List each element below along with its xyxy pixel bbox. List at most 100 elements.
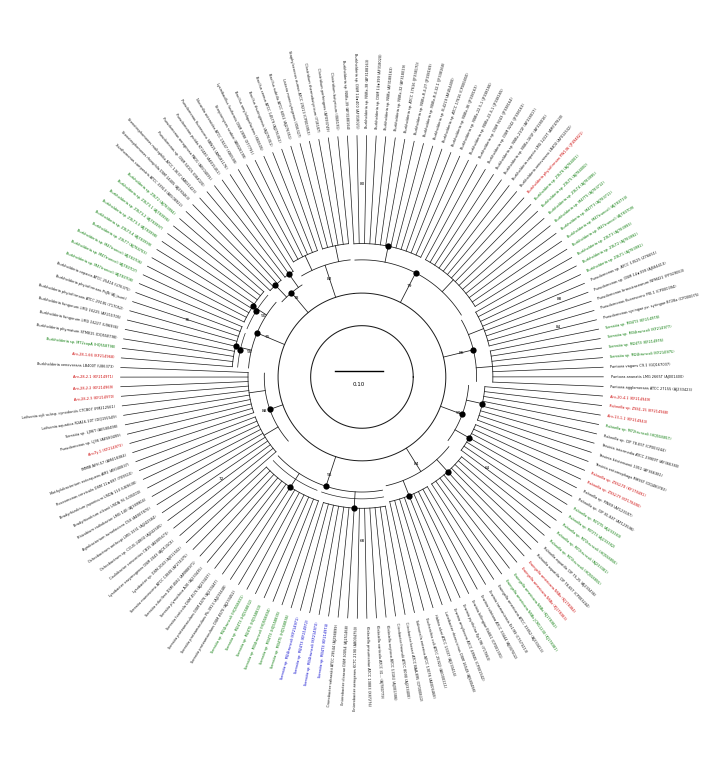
Text: Burkholderia sp. M47truncoli (AJ783709): Burkholderia sp. M47truncoli (AJ783709) bbox=[572, 205, 635, 247]
Text: 90: 90 bbox=[261, 314, 266, 318]
Text: Burkholderia sp. M47truncoli (AJ783708): Burkholderia sp. M47truncoli (AJ783708) bbox=[65, 251, 134, 283]
Text: Pseudomonas sp. DSM 50106 (D84020): Pseudomonas sp. DSM 50106 (D84020) bbox=[155, 131, 204, 188]
Text: Arv-28-1.66 (KF214968): Arv-28-1.66 (KF214968) bbox=[71, 352, 114, 359]
Text: Arv-28-2.2 (KF214969): Arv-28-2.2 (KF214969) bbox=[73, 385, 113, 391]
Text: Leifsonia aquatica R2A16-10T (DQ191549): Leifsonia aquatica R2A16-10T (DQ191549) bbox=[41, 414, 117, 430]
Text: Serratia proteamaculans Pb-3913 (AJ233448): Serratia proteamaculans Pb-3913 (AJ23344… bbox=[181, 584, 228, 654]
Text: 68: 68 bbox=[360, 539, 365, 543]
Text: Burkholderia sp. NSBx-32 (AF318019): Burkholderia sp. NSBx-32 (AF318019) bbox=[394, 64, 407, 131]
Text: Burkholderia sp. M72copA (HQ558798): Burkholderia sp. M72copA (HQ558798) bbox=[46, 337, 116, 349]
Text: Burkholderia sp. NSBx-22.4-1 (JF338165): Burkholderia sp. NSBx-22.4-1 (JF338165) bbox=[470, 88, 505, 155]
Text: Burkholderia sp. ZIS-T2 (AJ783992): Burkholderia sp. ZIS-T2 (AJ783992) bbox=[582, 232, 638, 264]
Text: Serratia sp. M34T5 (HQ558836): Serratia sp. M34T5 (HQ558836) bbox=[271, 614, 291, 669]
Text: Pantoea ananatis LMG 2665T (AJ001400): Pantoea ananatis LMG 2665T (AJ001400) bbox=[611, 375, 683, 379]
Text: 78: 78 bbox=[293, 296, 299, 300]
Text: Citrobacter koseri ATCC BAA-895 (CP000822): Citrobacter koseri ATCC BAA-895 (CP00082… bbox=[404, 621, 422, 701]
Text: Cronobacter sakazakii ATCC 29544 (AJ298899): Cronobacter sakazakii ATCC 29544 (AJ2988… bbox=[327, 624, 339, 707]
Text: Rahnella sp. M72truncoli (AJ233381): Rahnella sp. M72truncoli (AJ233381) bbox=[554, 531, 608, 574]
Text: Lysinibacillus fusiformis DSM 2898 (X77791): Lysinibacillus fusiformis DSM 2898 (X777… bbox=[215, 82, 254, 155]
Text: 88: 88 bbox=[557, 296, 562, 301]
Text: Enterobacter cloacae DSM 30054 (AJ251468): Enterobacter cloacae DSM 30054 (AJ251468… bbox=[341, 625, 349, 705]
Text: Rahnella sp. PW89 (AF123597): Rahnella sp. PW89 (AF123597) bbox=[582, 489, 632, 518]
Text: Clostridium perfringens (AF093749): Clostridium perfringens (AF093749) bbox=[316, 67, 329, 131]
Text: Salmonella enterica ATCC 13076 (AE006468): Salmonella enterica ATCC 13076 (AE006468… bbox=[414, 619, 435, 698]
Text: Serratia sp. M24T3 (KF214972): Serratia sp. M24T3 (KF214972) bbox=[295, 619, 310, 674]
Text: Serratia sp. M24truncoli (HQ558831): Serratia sp. M24truncoli (HQ558831) bbox=[211, 594, 245, 654]
Text: 84: 84 bbox=[556, 325, 561, 329]
Text: Serratia plymuthica A30 (AJ233435): Serratia plymuthica A30 (AJ233435) bbox=[160, 567, 204, 618]
Text: Klebsiella oxytoca ATCC 13182 (AJ301386): Klebsiella oxytoca ATCC 13182 (AJ301386) bbox=[385, 624, 396, 699]
Text: Ewingella americana NSBx (KJ178382): Ewingella americana NSBx (KJ178382) bbox=[512, 573, 557, 629]
Text: Burkholderia sp. ZIS-T1 (AJ783991): Burkholderia sp. ZIS-T1 (AJ783991) bbox=[586, 244, 644, 273]
Text: Burkholderia phytofirmans ATCC 29195 (Y17052): Burkholderia phytofirmans ATCC 29195 (Y1… bbox=[38, 283, 123, 311]
Text: Serratia proteamaculans DSM 4670 (AJ233452): Serratia proteamaculans DSM 4670 (AJ2334… bbox=[191, 590, 237, 664]
Text: Serratia sp. M24T3 (KF214976): Serratia sp. M24T3 (KF214976) bbox=[609, 339, 664, 349]
Text: Bradyrhizobium japonicum USDA 110 (U69638): Bradyrhizobium japonicum USDA 110 (U6963… bbox=[59, 480, 138, 520]
Text: Burkholderia sp. ZIS-T6 (AJ784001): Burkholderia sp. ZIS-T6 (AJ784001) bbox=[534, 154, 580, 201]
Text: Arv-13-1.1 (KF214943): Arv-13-1.1 (KF214943) bbox=[607, 414, 648, 424]
Text: Pantoea agglomerans ATCC 27155 (AJ233423): Pantoea agglomerans ATCC 27155 (AJ233423… bbox=[610, 385, 692, 392]
Text: Rahnella sp. M72T3 (AJ233382): Rahnella sp. M72T3 (AJ233382) bbox=[567, 515, 614, 549]
Text: Burkholderia sp. M47T5 (AJ783712): Burkholderia sp. M47T5 (AJ783712) bbox=[554, 180, 606, 223]
Text: 80: 80 bbox=[360, 182, 365, 186]
Text: Burkholderia sp. B-4219 (AF454400): Burkholderia sp. B-4219 (AF454400) bbox=[433, 77, 456, 140]
Text: Ewingella americana NSBx (KJ178383): Ewingella americana NSBx (KJ178383) bbox=[520, 566, 567, 621]
Text: Clostridium butyricum (X68191): Clostridium butyricum (X68191) bbox=[329, 72, 339, 129]
Text: Pseudomonas aeruginosa PAO1 (AE004091): Pseudomonas aeruginosa PAO1 (AE004091) bbox=[161, 117, 212, 182]
Text: Serratia sp. M34truncoli (KF214977): Serratia sp. M34truncoli (KF214977) bbox=[607, 326, 671, 339]
Text: Serratia sp. M24T5 (HQ558833): Serratia sp. M24T5 (HQ558833) bbox=[237, 604, 263, 656]
Text: Klebsiella pneumoniae ATCC 13883 (X87276): Klebsiella pneumoniae ATCC 13883 (X87276… bbox=[365, 626, 370, 705]
Text: Luteibacter rhizovicinus DSM 16549 (AJ580498): Luteibacter rhizovicinus DSM 16549 (AJ58… bbox=[443, 611, 474, 692]
Text: Burkholderia sp. NSBx (AF3188163): Burkholderia sp. NSBx (AF3188163) bbox=[385, 66, 395, 129]
Text: Burkholderia sp. ZIS-T3 (AJ783993): Burkholderia sp. ZIS-T3 (AJ783993) bbox=[577, 221, 632, 256]
Text: Rahnella sp. M72truncoli (HQ558855): Rahnella sp. M72truncoli (HQ558855) bbox=[548, 538, 601, 585]
Text: Rahnella sp. ZSS2-TE (KF178491): Rahnella sp. ZSS2-TE (KF178491) bbox=[591, 471, 646, 498]
Text: Bradyrhizobium elkanii USDA 76 (U35000): Bradyrhizobium elkanii USDA 76 (U35000) bbox=[74, 489, 142, 528]
Text: IMMIB AFH-57 (AM418384): IMMIB AFH-57 (AM418384) bbox=[81, 453, 126, 472]
Text: Listeria monocytogenes (X56327): Listeria monocytogenes (X56327) bbox=[281, 77, 300, 137]
Text: Pseudomonas sp. DSM 14♦399 (AJ584413): Pseudomonas sp. DSM 14♦399 (AJ584413) bbox=[594, 261, 667, 292]
Text: Methylobacterium extorquens AM1 (AY040837): Methylobacterium extorquens AM1 (AY04083… bbox=[50, 463, 130, 496]
Text: Arv-Ty-1 (KF214973): Arv-Ty-1 (KF214973) bbox=[88, 444, 123, 457]
Text: Burkholderia sp. ATCC 17616 (JF338170): Burkholderia sp. ATCC 17616 (JF338170) bbox=[404, 61, 421, 133]
Text: Pseudomonas sp. LJ96 (AE580499): Pseudomonas sp. LJ96 (AE580499) bbox=[60, 434, 121, 453]
Text: Leifsonia xyli subsp. cynodontis CTCB07 (FM212561): Leifsonia xyli subsp. cynodontis CTCB07 … bbox=[22, 404, 116, 420]
Text: Rahnella sp. M72T5 (AJ233383): Rahnella sp. M72T5 (AJ233383) bbox=[572, 506, 621, 539]
Text: Burkholderia fungorum LMG 16227 (U96936): Burkholderia fungorum LMG 16227 (U96936) bbox=[39, 310, 118, 330]
Text: Burkholderia sp. ZIS-T7 (AJ784703): Burkholderia sp. ZIS-T7 (AJ784703) bbox=[91, 222, 147, 256]
Text: Klebsiella variicola ATCC 31... (AJ780779): Klebsiella variicola ATCC 31... (AJ78077… bbox=[375, 625, 383, 698]
Text: Ochrobactrum sp. CCUG 24800 (AJ242585): Ochrobactrum sp. CCUG 24800 (AJ242585) bbox=[99, 523, 163, 572]
Text: Yersinia entomophaga MH96T (DQ480783): Yersinia entomophaga MH96T (DQ480783) bbox=[594, 462, 666, 493]
Text: Serratia sp. M34T3 (HQ558835): Serratia sp. M34T3 (HQ558835) bbox=[259, 611, 282, 666]
Text: Burkholderia phytofirmans PW136 (JF494821): Burkholderia phytofirmans PW136 (JF49482… bbox=[527, 131, 585, 194]
Text: Serratia proteamaculans DSM 4476 (AJ233447): Serratia proteamaculans DSM 4476 (AJ2334… bbox=[168, 579, 220, 650]
Text: Ewingella americana NSBx (KJ178384): Ewingella americana NSBx (KJ178384) bbox=[527, 560, 576, 613]
Text: Rahnella sp. M72truncoli (HQ558856): Rahnella sp. M72truncoli (HQ558856) bbox=[561, 523, 617, 566]
Text: Burkholderia sp. M47T3 (AJ783711): Burkholderia sp. M47T3 (AJ783711) bbox=[561, 190, 614, 231]
Text: Burkholderia sp. NSBx-22.5-1 (JF338166): Burkholderia sp. NSBx-22.5-1 (JF338166) bbox=[461, 83, 494, 150]
Text: Burkholderia sp. NSBx-39 (AF3188164): Burkholderia sp. NSBx-39 (AF3188164) bbox=[341, 60, 349, 129]
Text: Rahnella sp. ZSS2-TF (KF178490): Rahnella sp. ZSS2-TF (KF178490) bbox=[586, 480, 641, 509]
Text: Arv-28-2.3 (KF214970): Arv-28-2.3 (KF214970) bbox=[74, 394, 114, 402]
Text: Escherichia coli ATCC 25922 (AE000111): Escherichia coli ATCC 25922 (AE000111) bbox=[424, 617, 446, 688]
Text: Yersinia kristensenii 1051 (AF366381): Yersinia kristensenii 1051 (AF366381) bbox=[598, 453, 663, 477]
Text: Stenotrophomonas rhizophila DSM 14405 (AJ293463): Stenotrophomonas rhizophila DSM 14405 (A… bbox=[120, 130, 189, 201]
Text: Erwinia amylovora ATCC 49946 (CP001542): Erwinia amylovora ATCC 49946 (CP001542) bbox=[452, 607, 484, 681]
Text: Burkholderia sp. M47truncoli (AJ783706): Burkholderia sp. M47truncoli (AJ783706) bbox=[76, 228, 142, 265]
Text: Nocardia asteroides ATCC 19247 (X80599): Nocardia asteroides ATCC 19247 (X80599) bbox=[194, 97, 236, 165]
Text: Staphylococcus aureus ATCC 29213 (CP003953): Staphylococcus aureus ATCC 29213 (CP0039… bbox=[287, 50, 310, 135]
Text: Burkholderia sp. NSBx-21GF (AF318017): Burkholderia sp. NSBx-21GF (AF318017) bbox=[496, 107, 538, 169]
Text: Serratia marcescens ATCC 13880 (AF274375): Serratia marcescens ATCC 13880 (AF274375… bbox=[130, 553, 189, 614]
Text: Burkholderia sp. ZIS-T3.3 (AJ783998): Burkholderia sp. ZIS-T3.3 (AJ783998) bbox=[101, 199, 157, 239]
Text: Xanthomonas campestris ATCC 33913 (AE008922): Xanthomonas campestris ATCC 33913 (AE008… bbox=[114, 143, 182, 208]
Text: Lysobacter enzymogenes DSM 2043 (AJ011501): Lysobacter enzymogenes DSM 2043 (AJ01150… bbox=[109, 538, 175, 597]
Text: Ochrobactrum anthropi LMG 3331 (AJ242584): Ochrobactrum anthropi LMG 3331 (AJ242584… bbox=[87, 515, 157, 565]
Text: Rahnella sp. ZSS1-15 (KF214948): Rahnella sp. ZSS1-15 (KF214948) bbox=[609, 404, 668, 415]
Text: Burkholderia sp. NSBx-36 (JF338163): Burkholderia sp. NSBx-36 (JF338163) bbox=[452, 84, 479, 146]
Text: Serratia sp. M24truncoli (KF214971): Serratia sp. M24truncoli (KF214971) bbox=[280, 617, 300, 680]
Text: Pseudomonas sp. ATCC 13525 (Z76651): Pseudomonas sp. ATCC 13525 (Z76651) bbox=[591, 251, 658, 283]
Text: Burkholderia sp. ATCC 17616 (CP000450): Burkholderia sp. ATCC 17616 (CP000450) bbox=[443, 72, 471, 143]
Text: Burkholderia xenovorans LB400 (AF012532): Burkholderia xenovorans LB400 (AF012532) bbox=[520, 124, 573, 188]
Text: Burkholderia sp. NSBx-16GF (AF318016): Burkholderia sp. NSBx-16GF (AF318016) bbox=[504, 114, 549, 175]
Text: Bacillus amyloliquefaciens (X60605): Bacillus amyloliquefaciens (X60605) bbox=[233, 90, 263, 151]
